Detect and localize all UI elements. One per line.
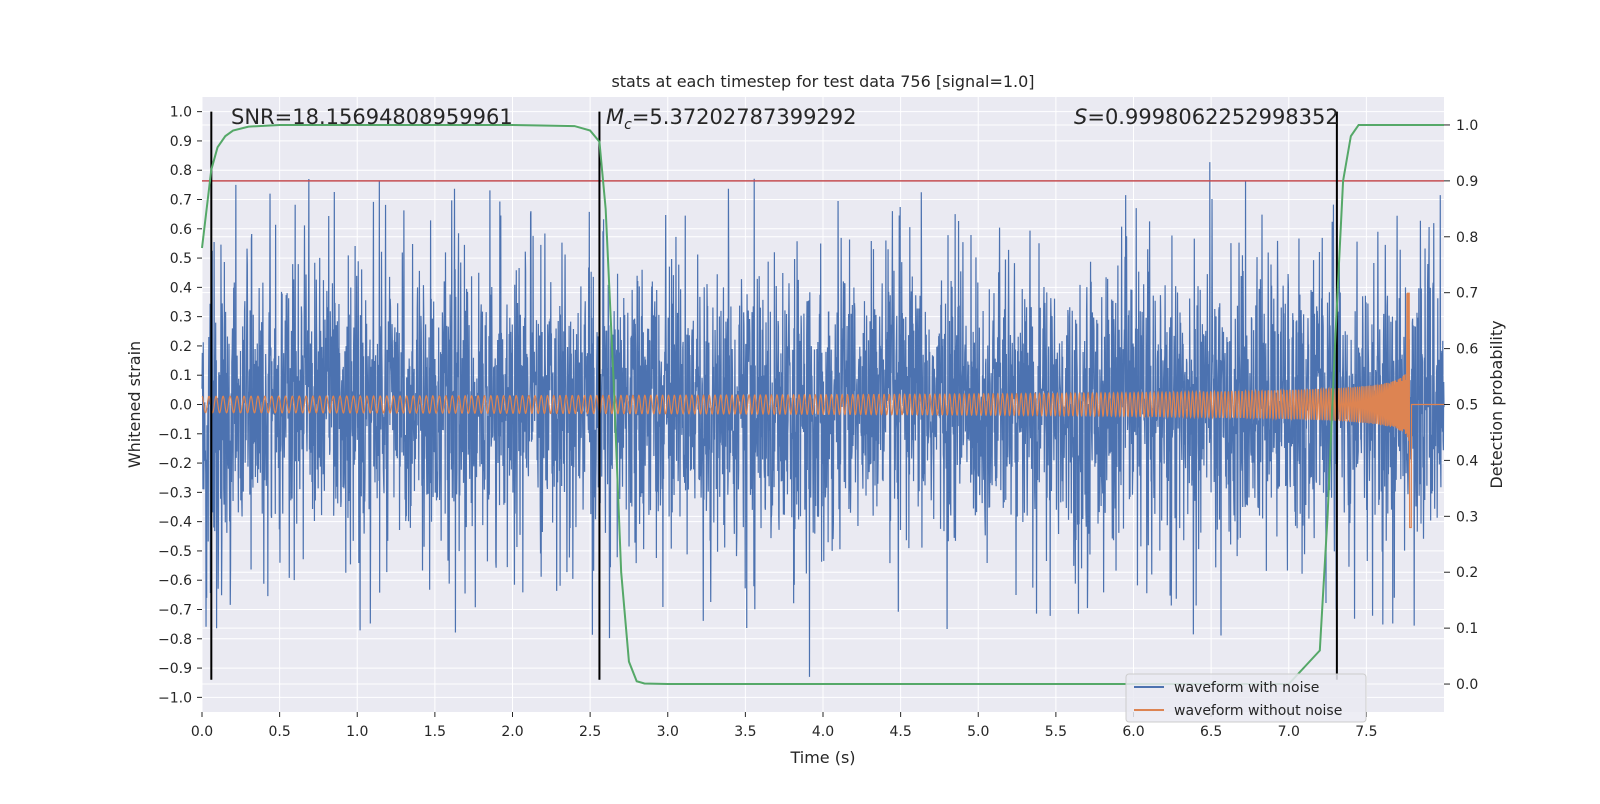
y-left-tick-label: −0.9: [158, 661, 192, 677]
x-tick-label: 3.0: [657, 724, 679, 740]
x-tick-label: 4.5: [889, 724, 911, 740]
y-left-tick-label: 1.0: [170, 105, 192, 121]
left-y-axis-ticks: 1.0 0.9 0.8 0.7 0.6 0.5 0.4 0.3 0.2 0.1 0.0 −0.1 −0.…: [158, 105, 202, 706]
y-right-tick-label: 1.0: [1456, 118, 1478, 134]
chirp-mass-value: =5.37202787399292: [632, 105, 857, 129]
x-tick-label: 2.0: [501, 724, 523, 740]
x-tick-label: 6.5: [1200, 724, 1222, 740]
x-tick-label: 7.5: [1355, 724, 1377, 740]
y-left-tick-label: −0.4: [158, 515, 192, 531]
s-symbol: S: [1074, 105, 1087, 129]
y-right-tick-label: 0.6: [1456, 342, 1478, 358]
y-left-tick-label: −0.7: [158, 603, 192, 619]
clean-waveform-series: [201, 292, 1444, 529]
y-left-tick-label: 0.1: [170, 368, 192, 384]
x-tick-label: 1.0: [346, 724, 368, 740]
x-tick-label: 0.5: [268, 724, 290, 740]
y-axis-label-left: Whitened strain: [125, 341, 144, 468]
y-left-tick-label: −0.5: [158, 544, 192, 560]
y-right-tick-label: 0.8: [1456, 230, 1478, 246]
y-left-tick-label: −0.2: [158, 456, 192, 472]
s-value: =0.9998062252998352: [1087, 105, 1338, 129]
y-left-tick-label: 0.8: [170, 163, 192, 179]
y-left-tick-label: 0.6: [170, 222, 192, 238]
y-right-tick-label: 0.1: [1456, 621, 1478, 637]
chirp-mass-subscript: c: [624, 117, 632, 133]
y-right-tick-label: 0.3: [1456, 509, 1478, 525]
clean-waveform-line: [201, 292, 1444, 529]
x-axis-ticks: 0.0 0.5 1.0 1.5 2.0 2.5 3.0 3.5 4.0 4.5 5.0 5.5 6.0 6…: [191, 712, 1378, 740]
detection-probability-series: [201, 123, 1444, 686]
y-left-tick-label: 0.3: [170, 310, 192, 326]
noisy-waveform-line: [201, 162, 1445, 677]
x-tick-label: 2.5: [579, 724, 601, 740]
y-left-tick-label: 0.0: [170, 398, 192, 414]
legend-label-noise: waveform with noise: [1174, 680, 1319, 696]
x-tick-label: 5.5: [1045, 724, 1067, 740]
x-tick-label: 5.0: [967, 724, 989, 740]
y-right-tick-label: 0.0: [1456, 677, 1478, 693]
snr-annotation: SNR=18.15694808959961: [231, 105, 513, 129]
y-right-tick-label: 0.2: [1456, 565, 1478, 581]
noisy-waveform-series: [201, 162, 1445, 677]
legend-label-clean: waveform without noise: [1174, 703, 1342, 719]
y-axis-label-right: Detection probability: [1487, 320, 1506, 488]
legend: waveform with noise waveform without noi…: [1125, 673, 1367, 723]
s-annotation: S=0.9998062252998352: [1074, 105, 1339, 129]
y-left-tick-label: −0.6: [158, 573, 192, 589]
x-tick-label: 3.5: [734, 724, 756, 740]
chirp-mass-symbol: M: [606, 105, 624, 129]
y-left-tick-label: −0.1: [158, 427, 192, 443]
y-left-tick-label: 0.5: [170, 251, 192, 267]
y-left-tick-label: −0.3: [158, 485, 192, 501]
y-left-tick-label: 0.4: [170, 280, 192, 296]
y-left-tick-label: −0.8: [158, 632, 192, 648]
y-left-tick-label: 0.2: [170, 339, 192, 355]
y-left-tick-label: 0.7: [170, 193, 192, 209]
chirp-mass-annotation: Mc=5.37202787399292: [606, 105, 857, 133]
y-right-tick-label: 0.4: [1456, 453, 1478, 469]
y-left-tick-label: −1.0: [158, 690, 192, 706]
x-tick-label: 6.0: [1122, 724, 1144, 740]
detection-probability-line: [201, 123, 1444, 686]
y-right-tick-label: 0.5: [1456, 398, 1478, 414]
right-y-axis-ticks: 1.0 0.9 0.8 0.7 0.6 0.5 0.4 0.3 0.2 0.1 0.0: [1444, 118, 1478, 693]
x-tick-label: 0.0: [191, 724, 213, 740]
y-left-tick-label: 0.9: [170, 134, 192, 150]
legend-box: [1125, 673, 1367, 723]
x-tick-label: 7.0: [1278, 724, 1300, 740]
vertical-marker-group: [210, 111, 1338, 680]
x-tick-label: 1.5: [424, 724, 446, 740]
y-right-tick-label: 0.9: [1456, 174, 1478, 190]
chart-title: stats at each timestep for test data 756…: [611, 72, 1034, 91]
x-axis-label: Time (s): [789, 748, 855, 767]
y-right-tick-label: 0.7: [1456, 286, 1478, 302]
x-tick-label: 4.0: [812, 724, 834, 740]
